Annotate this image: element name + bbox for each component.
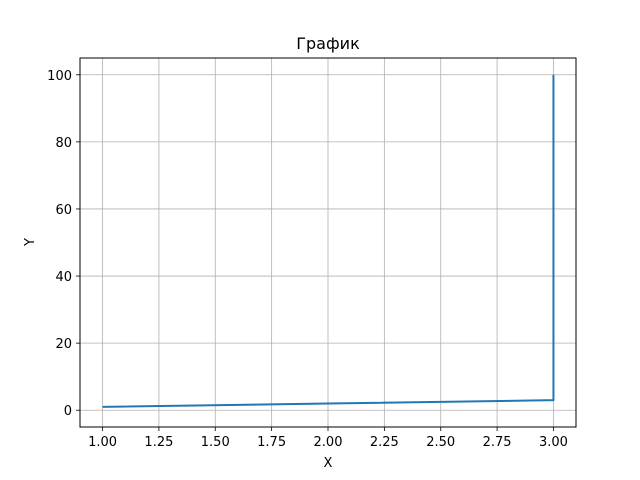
x-tick-label: 1.00: [88, 435, 117, 450]
x-axis-label: X: [324, 456, 333, 471]
chart-title: График: [296, 34, 360, 53]
y-tick-label: 60: [55, 203, 72, 218]
x-tick-label: 2.00: [314, 435, 343, 450]
y-tick-label: 40: [55, 270, 72, 285]
x-tick-label: 1.75: [257, 435, 286, 450]
grid-lines: [80, 58, 576, 427]
x-tick-label: 1.50: [201, 435, 230, 450]
y-axis-label: Y: [23, 238, 38, 247]
x-tick-label: 2.50: [426, 435, 455, 450]
y-tick-label: 0: [64, 404, 72, 419]
x-tick-label: 2.25: [370, 435, 399, 450]
y-tick-label: 20: [55, 337, 72, 352]
y-tick-label: 100: [47, 69, 72, 84]
x-tick-label: 1.25: [144, 435, 173, 450]
y-axis: 0 20 40 60 80 100: [47, 69, 80, 419]
series-line-0: [102, 74, 555, 408]
x-tick-label: 3.00: [539, 435, 568, 450]
x-axis: 1.00 1.25 1.50 1.75 2.00 2.25 2.50 2.75 3.00: [88, 427, 568, 450]
x-tick-label: 2.75: [483, 435, 512, 450]
series-layer: [102, 74, 555, 408]
y-tick-label: 80: [55, 136, 72, 151]
